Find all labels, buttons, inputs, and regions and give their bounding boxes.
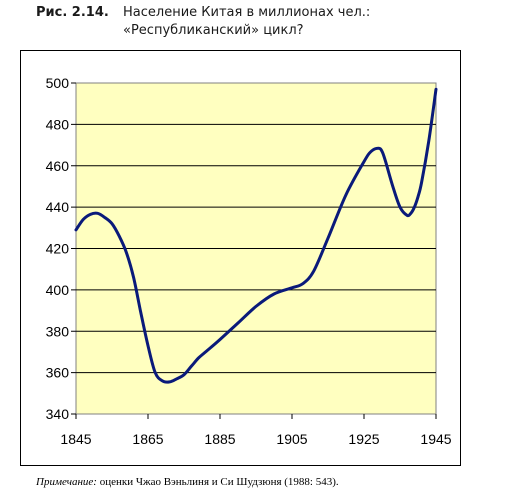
x-tick-label-1945: 1945: [420, 431, 451, 447]
chart-note: Примечание: оценки Чжао Вэньлиня и Си Шу…: [36, 476, 339, 488]
figure-title-line1: Население Китая в миллионах чел.:: [123, 5, 371, 20]
y-tick-label-420: 420: [46, 241, 70, 257]
y-tick-label-480: 480: [46, 116, 70, 132]
note-prefix: Примечание:: [36, 476, 97, 488]
x-tick-label-1925: 1925: [348, 431, 379, 447]
y-tick-label-360: 360: [46, 365, 70, 381]
population-series-line: [74, 87, 438, 384]
population-chart: 340 360 380 400 420 440 460 480 500 1845 1865 1885…: [46, 75, 452, 447]
y-tick-label-400: 400: [46, 282, 70, 298]
y-tick-label-380: 380: [46, 323, 70, 339]
x-tick-label-1865: 1865: [132, 431, 163, 447]
x-tick-label-1905: 1905: [276, 431, 307, 447]
figure-label: Рис. 2.14.: [36, 5, 109, 20]
y-axis-ticks: 340 360 380 400 420 440 460 480 500: [46, 75, 76, 422]
figure-title-line2: «Республиканский» цикл?: [123, 23, 304, 38]
x-axis-ticks: 1845 1865 1885 1905 1925 1945: [60, 414, 452, 447]
figure-title: Население Китая в миллионах чел.: «Респу…: [123, 4, 370, 40]
y-tick-label-340: 340: [46, 406, 70, 422]
y-tick-label-440: 440: [46, 199, 70, 215]
x-tick-label-1845: 1845: [60, 431, 91, 447]
y-tick-label-500: 500: [46, 75, 70, 91]
x-tick-label-1885: 1885: [204, 431, 235, 447]
note-text: оценки Чжао Вэньлиня и Си Шудзюня (1988:…: [96, 476, 339, 488]
y-tick-label-460: 460: [46, 158, 70, 174]
